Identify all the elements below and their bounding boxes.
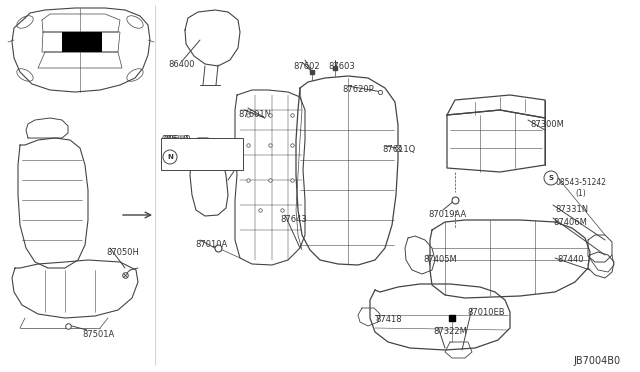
Text: 87300M: 87300M — [530, 120, 564, 129]
Text: 87406M: 87406M — [553, 218, 587, 227]
Text: 08918-60610: 08918-60610 — [167, 147, 218, 156]
Text: 87440: 87440 — [557, 255, 584, 264]
Text: 87050H: 87050H — [106, 248, 139, 257]
Text: 87501A: 87501A — [82, 330, 115, 339]
Text: 87010A: 87010A — [195, 240, 227, 249]
Text: 87602: 87602 — [293, 62, 319, 71]
Text: 87611Q: 87611Q — [382, 145, 415, 154]
Text: S: S — [548, 175, 554, 181]
Text: 86400: 86400 — [168, 60, 195, 69]
Text: 08543-51242: 08543-51242 — [556, 178, 607, 187]
Text: N: N — [167, 154, 173, 160]
Text: 87010EB: 87010EB — [467, 308, 504, 317]
Text: 87322M: 87322M — [433, 327, 467, 336]
Text: 87601N: 87601N — [238, 110, 271, 119]
Circle shape — [544, 171, 558, 185]
Text: 87643: 87643 — [280, 215, 307, 224]
Text: 87620P: 87620P — [342, 85, 374, 94]
Text: 87603: 87603 — [328, 62, 355, 71]
FancyBboxPatch shape — [161, 138, 243, 170]
Text: 87019AA: 87019AA — [428, 210, 467, 219]
Text: (1): (1) — [575, 189, 586, 198]
Bar — [62, 32, 102, 52]
Text: JB7004B0: JB7004B0 — [573, 356, 620, 366]
Text: 87331N: 87331N — [555, 205, 588, 214]
Circle shape — [163, 150, 177, 164]
Text: (2): (2) — [171, 158, 182, 167]
Text: 985H0: 985H0 — [163, 135, 191, 144]
Text: 87405M: 87405M — [423, 255, 457, 264]
Text: 985H0: 985H0 — [161, 135, 189, 144]
Text: 87418: 87418 — [375, 315, 402, 324]
